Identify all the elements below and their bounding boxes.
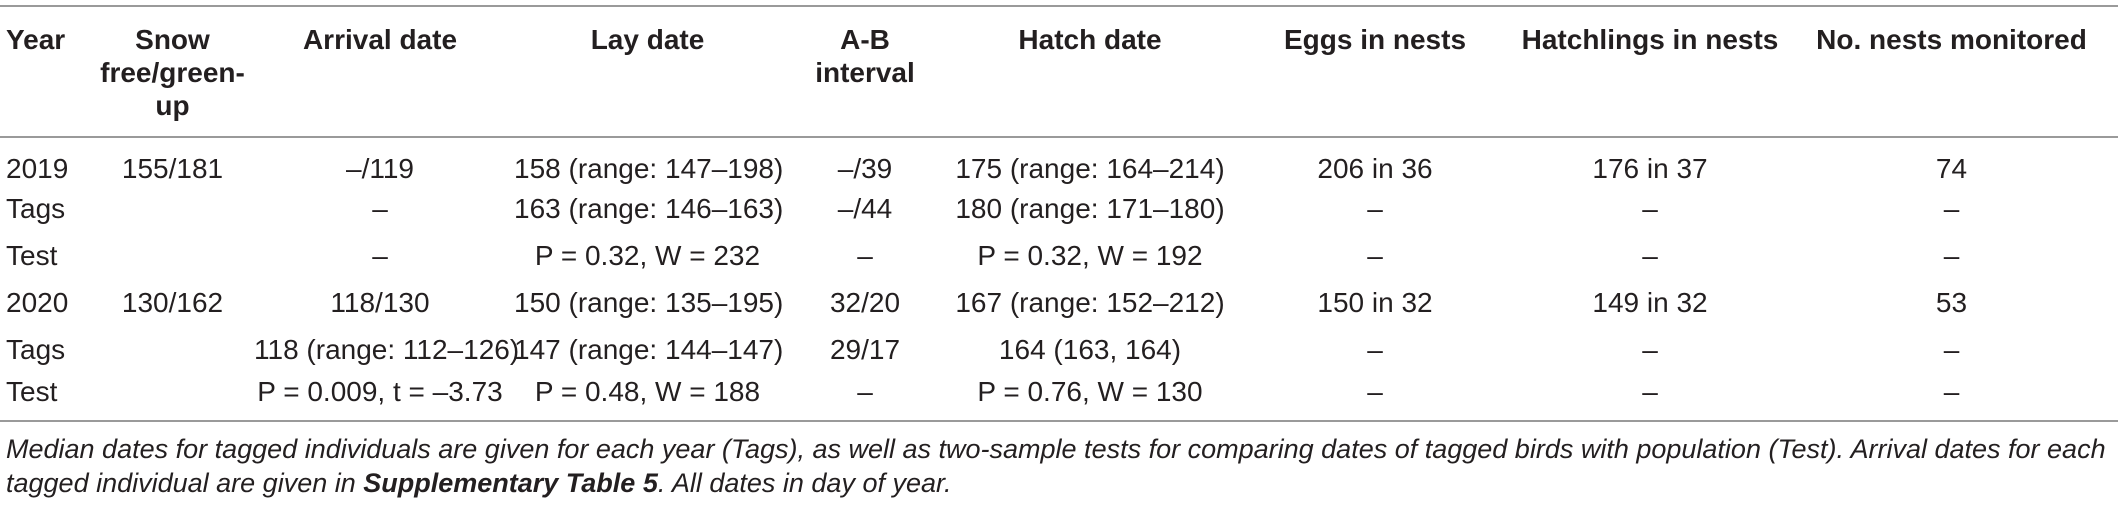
data-table: Year Snow free/green-up Arrival date Lay… [0, 5, 2118, 422]
cell-snow-free [95, 232, 250, 279]
table-row: 2020 130/162 118/130 150 (range: 135–195… [0, 279, 2118, 326]
cell-lay-date: 163 (range: 146–163) [514, 192, 784, 224]
cell-ab-interval: – [857, 375, 873, 407]
cell-year: Tags [6, 333, 66, 365]
cell-nests: 74 [1935, 152, 1968, 184]
table-row: Tags – 163 (range: 146–163) –/44 180 (ra… [0, 185, 2118, 232]
cell-eggs: – [1367, 239, 1383, 271]
cell-year: Test [6, 375, 58, 407]
cell-eggs: – [1367, 333, 1383, 365]
table-row: Tags 118 (range: 112–126) 147 (range: 14… [0, 326, 2118, 373]
cell-hatch-date: 180 (range: 171–180) [955, 192, 1225, 224]
cell-hatchlings: – [1642, 375, 1658, 407]
cell-arrival-date: –/119 [346, 152, 414, 184]
cell-eggs: – [1367, 192, 1383, 224]
cell-year: Test [6, 239, 58, 271]
cell-hatch-date: 164 (163, 164) [998, 333, 1182, 365]
cell-eggs: 206 in 36 [1317, 152, 1433, 184]
cell-lay-date: P = 0.48, W = 188 [534, 375, 761, 407]
cell-snow-free [95, 326, 250, 373]
table-header: Year Snow free/green-up Arrival date Lay… [0, 6, 2118, 137]
cell-snow-free: 155/181 [121, 152, 224, 184]
cell-arrival-date: 118/130 [330, 286, 430, 318]
cell-hatch-date: 175 (range: 164–214) [955, 152, 1225, 184]
header-nests-monitored: No. nests monitored [1816, 24, 2087, 55]
cell-lay-date: 158 (range: 147–198) [514, 152, 784, 184]
table-row: 2019 155/181 –/119 158 (range: 147–198) … [0, 137, 2118, 185]
cell-ab-interval: 32/20 [829, 286, 901, 318]
cell-ab-interval: 29/17 [829, 333, 901, 365]
cell-hatchlings: – [1642, 239, 1658, 271]
cell-nests: 53 [1935, 286, 1968, 318]
header-ab-interval: A-B interval [815, 24, 915, 88]
cell-snow-free: 130/162 [121, 286, 224, 318]
cell-year: 2020 [6, 286, 69, 318]
header-eggs-in-nests: Eggs in nests [1283, 24, 1467, 55]
cell-lay-date: 147 (range: 144–147) [514, 333, 784, 365]
cell-nests: – [1943, 375, 1960, 407]
cell-ab-interval: –/44 [837, 192, 893, 224]
cell-eggs: – [1367, 375, 1383, 407]
header-snow-free: Snow free/green-up [100, 24, 245, 121]
table-row: Test P = 0.009, t = –3.73 P = 0.48, W = … [0, 373, 2118, 421]
header-hatch-date: Hatch date [1018, 24, 1162, 55]
cell-ab-interval: –/39 [837, 152, 893, 184]
cell-hatchlings: – [1642, 192, 1658, 224]
footnote-text: Median dates for tagged individuals are … [6, 434, 2106, 498]
cell-nests: – [1943, 333, 1960, 365]
header-lay-date: Lay date [590, 24, 705, 55]
cell-hatchlings: 176 in 37 [1592, 152, 1708, 184]
cell-hatch-date: P = 0.76, W = 130 [977, 375, 1203, 407]
cell-eggs: 150 in 32 [1317, 286, 1433, 318]
cell-arrival-date: – [372, 239, 388, 271]
table-body: 2019 155/181 –/119 158 (range: 147–198) … [0, 137, 2118, 421]
cell-year: 2019 [6, 152, 69, 184]
cell-arrival-date: – [372, 192, 388, 224]
cell-year: Tags [6, 192, 66, 224]
cell-arrival-date: P = 0.009, t = –3.73 [257, 375, 503, 407]
cell-hatchlings: 149 in 32 [1592, 286, 1708, 318]
header-arrival-date: Arrival date [302, 24, 458, 55]
cell-nests: – [1943, 192, 1960, 224]
header-hatchlings-in-nests: Hatchlings in nests [1521, 24, 1779, 55]
cell-snow-free [95, 373, 250, 421]
cell-nests: – [1943, 239, 1960, 271]
cell-lay-date: 150 (range: 135–195) [514, 286, 784, 318]
cell-snow-free [95, 185, 250, 232]
cell-arrival-date: 118 (range: 112–126) [254, 333, 520, 365]
cell-hatch-date: P = 0.32, W = 192 [977, 239, 1203, 271]
cell-ab-interval: – [857, 239, 873, 271]
header-row: Year Snow free/green-up Arrival date Lay… [0, 6, 2118, 137]
table-footnote: Median dates for tagged individuals are … [6, 432, 2106, 500]
cell-lay-date: P = 0.32, W = 232 [534, 239, 761, 271]
cell-hatch-date: 167 (range: 152–212) [955, 286, 1225, 318]
footnote-text-end: . All dates in day of year. [657, 468, 952, 498]
cell-hatchlings: – [1642, 333, 1658, 365]
table-row: Test – P = 0.32, W = 232 – P = 0.32, W =… [0, 232, 2118, 279]
supplementary-table-reference[interactable]: Supplementary Table 5 [363, 468, 658, 498]
header-year: Year [6, 24, 66, 55]
